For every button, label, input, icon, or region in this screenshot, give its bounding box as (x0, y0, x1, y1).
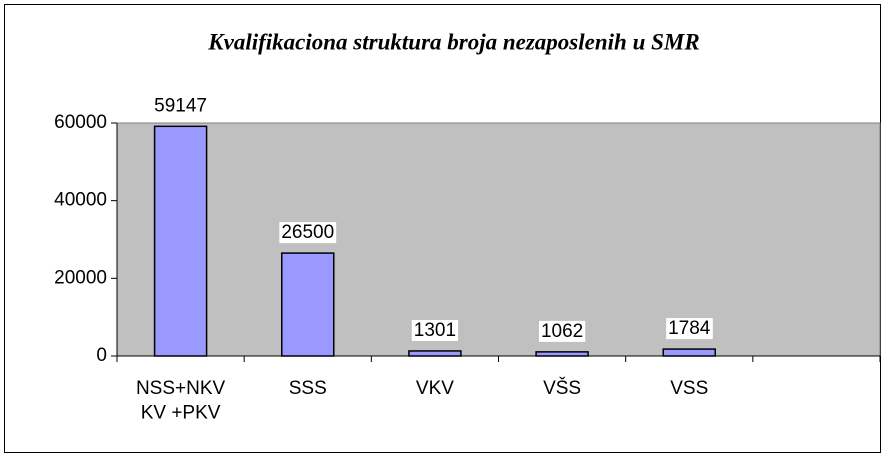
bar (153, 125, 208, 357)
y-tick-label: 20000 (54, 267, 107, 288)
data-label: 1062 (541, 321, 583, 342)
data-label: 59147 (154, 95, 207, 116)
data-label-bg (279, 222, 337, 244)
x-tick-label: VKV (416, 378, 454, 399)
bar (535, 351, 589, 357)
plot-area (116, 122, 881, 357)
data-label-bg (152, 95, 210, 117)
y-tick-label: 0 (96, 345, 107, 366)
bar (408, 350, 462, 357)
x-tick-label: VŠS (543, 377, 581, 399)
x-tick-label: VSS (670, 378, 708, 399)
data-label: 1301 (414, 320, 456, 341)
y-tick-label: 40000 (54, 190, 107, 211)
bar (662, 348, 716, 357)
chart-title: Kvalifikaciona struktura broja nezaposle… (207, 29, 699, 54)
bar (281, 252, 335, 357)
data-label-bg (538, 320, 586, 342)
x-tick-label: SSS (289, 378, 327, 399)
data-label: 1784 (668, 318, 711, 339)
data-label-bg (666, 318, 713, 340)
x-tick-label: NSS+NKV KV +PKV (136, 378, 226, 424)
data-label: 26500 (281, 222, 334, 243)
y-tick-label: 60000 (54, 112, 107, 133)
data-label-bg (411, 319, 459, 341)
